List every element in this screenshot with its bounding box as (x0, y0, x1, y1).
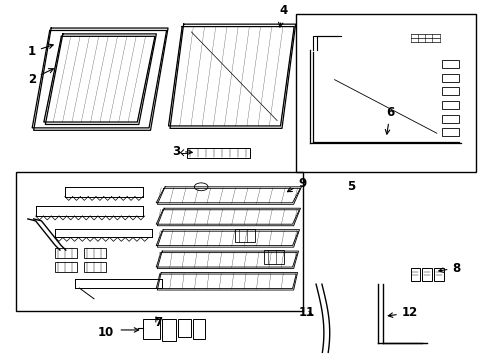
Bar (433, 267, 443, 281)
Text: 6: 6 (385, 106, 394, 134)
Bar (235, 229, 254, 242)
Bar (193, 319, 204, 339)
Bar (162, 319, 176, 341)
Text: 7: 7 (154, 316, 162, 329)
Bar (441, 115, 458, 122)
Bar (295, 14, 475, 172)
Bar (410, 267, 419, 281)
Bar (441, 87, 458, 95)
Text: 3: 3 (172, 145, 192, 158)
Bar (55, 248, 76, 258)
Text: 12: 12 (387, 306, 417, 319)
Bar (84, 262, 105, 271)
Bar (55, 262, 76, 271)
Text: 8: 8 (438, 261, 460, 275)
Bar (441, 74, 458, 82)
Bar (16, 172, 303, 311)
Bar (142, 319, 160, 339)
Text: 5: 5 (346, 180, 355, 193)
Text: 4: 4 (278, 4, 287, 27)
Text: 9: 9 (287, 177, 306, 192)
Bar (441, 101, 458, 109)
Text: 1: 1 (28, 44, 53, 58)
Bar (84, 248, 105, 258)
Bar (186, 148, 249, 158)
Bar (421, 267, 431, 281)
Bar (264, 250, 284, 264)
Bar (178, 319, 191, 337)
Bar (441, 129, 458, 136)
Text: 11: 11 (298, 306, 314, 319)
Text: 10: 10 (97, 327, 113, 339)
Bar (441, 60, 458, 68)
Text: 2: 2 (28, 69, 53, 86)
